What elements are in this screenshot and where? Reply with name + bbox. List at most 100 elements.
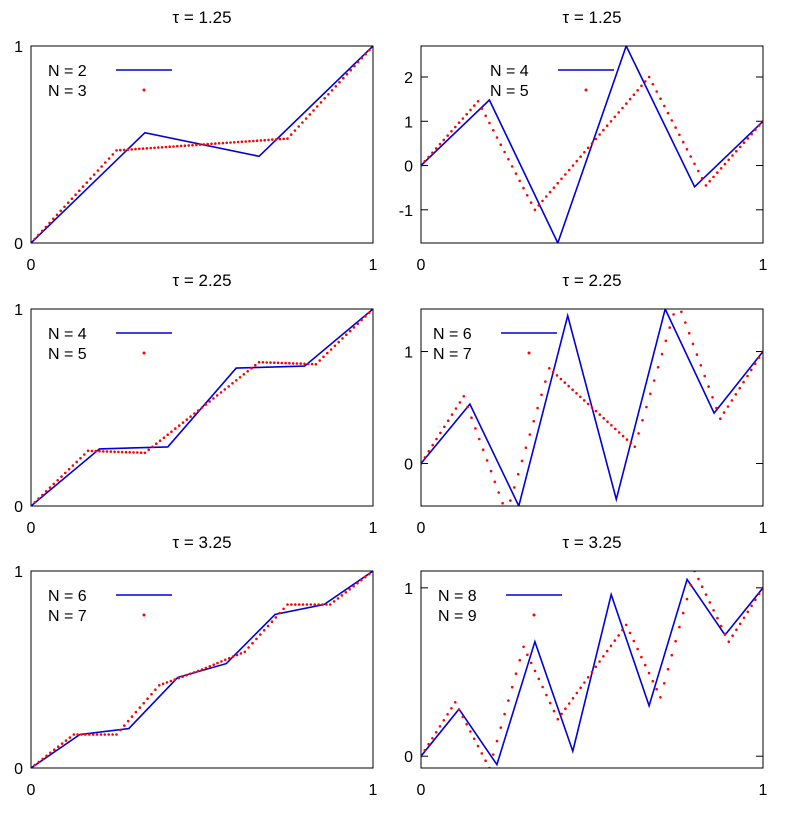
plot-area — [421, 46, 763, 243]
series-dot — [461, 715, 465, 719]
series-dot — [208, 400, 211, 403]
series-dot — [427, 450, 431, 453]
series-dot — [274, 616, 278, 619]
series-dot — [586, 146, 590, 150]
series-dot — [89, 177, 92, 180]
series-dot — [466, 405, 469, 409]
series-dot — [147, 448, 150, 452]
series-dot — [446, 134, 450, 137]
plot-frame — [30, 570, 374, 769]
series-dot — [295, 362, 299, 365]
series-dot — [169, 679, 173, 683]
series-dot — [510, 165, 514, 168]
series-dot — [40, 229, 44, 233]
series-dot — [647, 75, 651, 79]
panel-2: τ = 1.25 -1 0 1 2 0 1 N = 4 N = 5 — [399, 8, 768, 274]
series-dot — [85, 181, 89, 184]
series-dot — [750, 132, 753, 136]
series-dot — [204, 403, 208, 406]
series-dot — [510, 685, 514, 689]
series-dot — [259, 139, 263, 142]
series-dot — [614, 427, 617, 431]
series-dot — [564, 173, 567, 176]
series-dot — [200, 668, 204, 671]
series-dot — [360, 56, 364, 60]
series-dot — [522, 186, 525, 190]
series-dot — [738, 145, 742, 149]
series-dot — [304, 117, 308, 120]
series-dot — [76, 733, 79, 736]
series-dot — [712, 175, 715, 179]
series-dot — [503, 712, 506, 716]
series-dot — [684, 321, 687, 324]
series-dot — [239, 652, 243, 655]
series-dot — [282, 607, 285, 611]
series-dot — [605, 124, 609, 127]
series-dot — [501, 501, 504, 505]
series-dot — [356, 581, 359, 585]
series-dot — [423, 159, 427, 163]
legend-dot-swatch — [142, 613, 146, 617]
series-dot — [738, 622, 742, 626]
series-dot — [301, 121, 304, 124]
legend-label: N = 2 — [48, 63, 87, 80]
series-dot — [461, 117, 465, 120]
series-dot — [640, 84, 643, 88]
series-dot — [136, 451, 139, 454]
series-dot — [738, 386, 741, 390]
series-dot — [111, 733, 114, 736]
series-dot — [356, 322, 360, 326]
series-dot — [469, 108, 472, 112]
series-dot — [353, 64, 356, 68]
series-dot — [293, 129, 297, 132]
series-dot — [493, 480, 497, 484]
series-dot — [286, 137, 289, 140]
series-dot — [139, 451, 143, 455]
series-dot — [231, 382, 234, 385]
series-dot — [540, 393, 543, 397]
series-dot — [556, 717, 560, 721]
plot-frame — [30, 308, 374, 507]
series-dot — [680, 310, 683, 314]
series-dot — [158, 684, 161, 687]
series-dot — [465, 722, 468, 726]
series-dot — [289, 133, 293, 136]
series-dot — [342, 76, 345, 80]
series-dot — [734, 393, 738, 396]
series-dot — [367, 311, 371, 315]
series-dot — [716, 616, 719, 620]
series-dot — [126, 719, 130, 723]
series-dot — [224, 658, 227, 662]
series-dot — [250, 366, 253, 370]
series-dot — [651, 82, 655, 86]
series-dot — [63, 205, 66, 209]
series-dot — [731, 154, 734, 157]
series-dot — [181, 421, 185, 424]
series-dot — [727, 640, 731, 643]
series-dot — [567, 168, 571, 172]
series-dot — [480, 752, 484, 755]
series-dot — [505, 513, 508, 516]
series-dot — [349, 68, 353, 72]
series-dot — [367, 572, 371, 576]
series-dot — [567, 702, 571, 705]
x-tick-label: 1 — [369, 520, 378, 537]
series-dot — [645, 405, 648, 409]
series-dot — [128, 451, 131, 454]
series-dot — [330, 89, 334, 92]
x-tick-label: 0 — [417, 782, 426, 799]
series-dot — [244, 140, 247, 143]
series-dot — [670, 653, 674, 657]
legend-label: N = 5 — [490, 83, 529, 100]
series-dot — [187, 144, 190, 147]
series-dot — [495, 136, 499, 139]
series-dot — [609, 644, 613, 648]
series-dot — [315, 105, 319, 108]
legend-dot-swatch — [142, 351, 146, 355]
chart-title: τ = 2.25 — [172, 271, 231, 290]
series-dot — [348, 329, 352, 333]
series-dot — [629, 441, 633, 445]
series-dot — [628, 97, 632, 101]
series-dot — [450, 130, 453, 133]
series-dot — [310, 362, 314, 366]
